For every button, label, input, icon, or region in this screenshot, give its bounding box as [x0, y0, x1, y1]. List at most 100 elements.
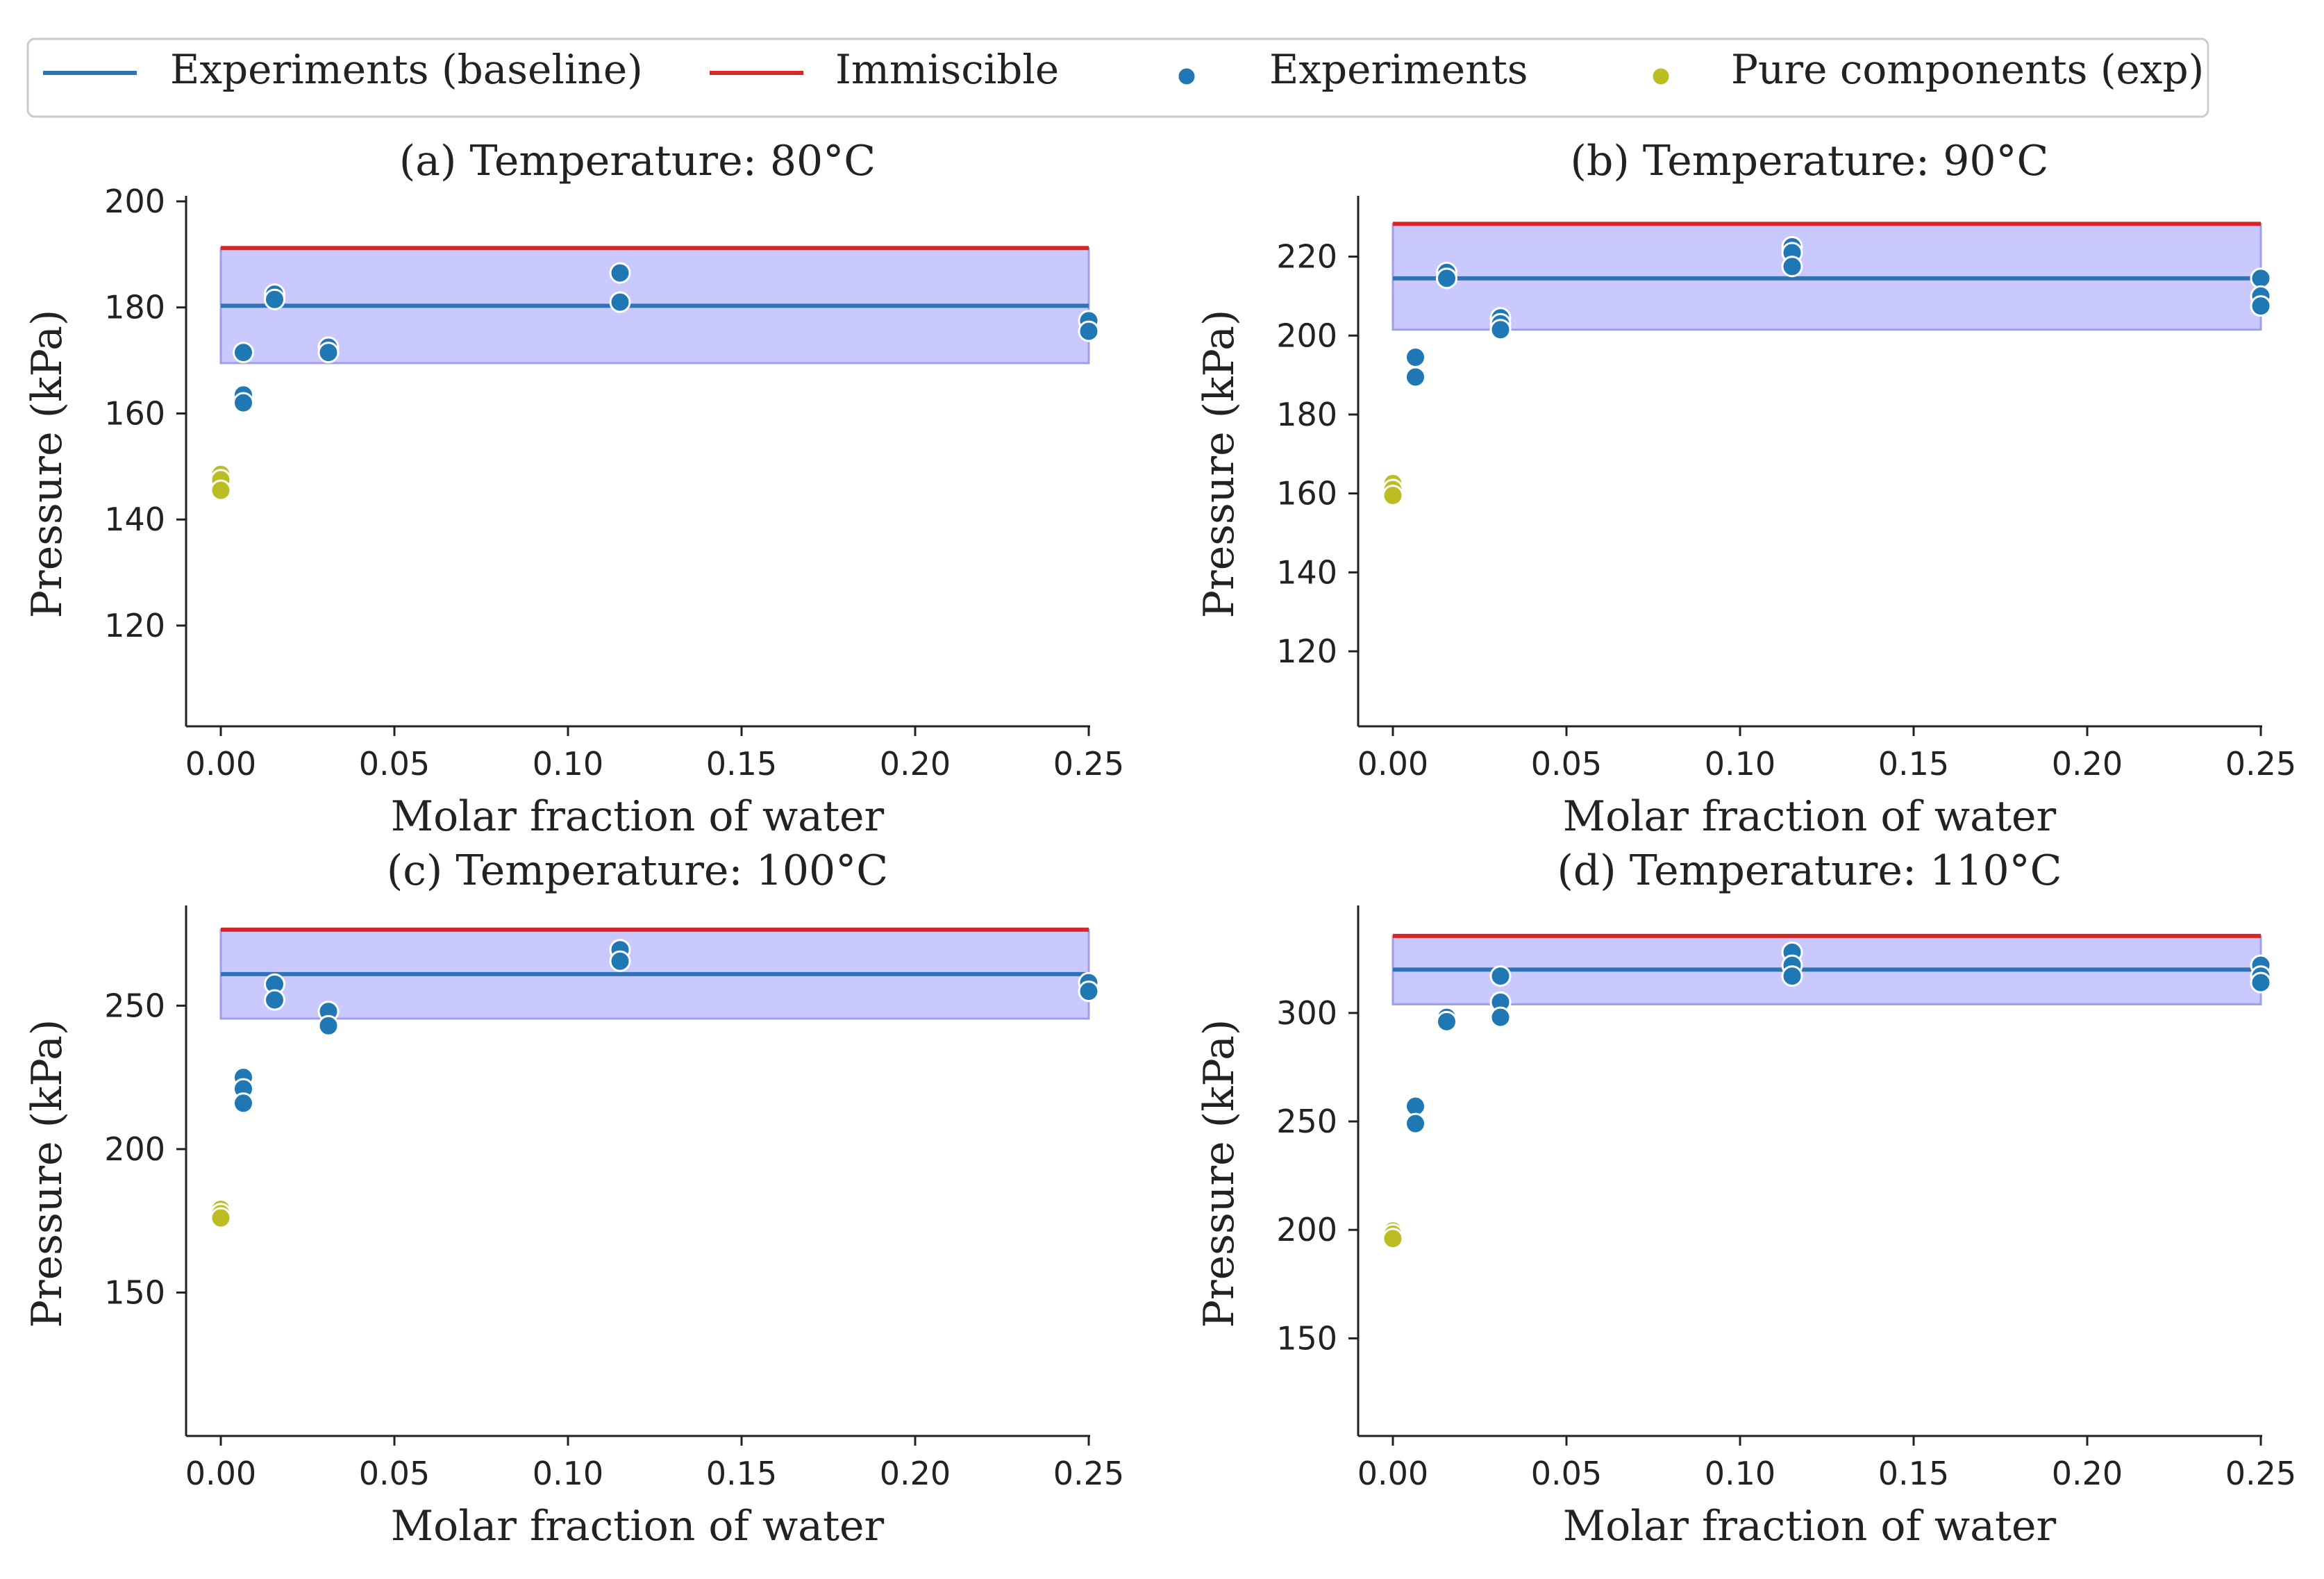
pure-component-point [210, 1207, 232, 1229]
x-tick-label: 0.05 [359, 1455, 430, 1492]
x-tick-label: 0.05 [1531, 1455, 1602, 1492]
legend-label: Experiments [1269, 46, 1528, 93]
x-tick-label: 0.00 [1357, 1455, 1428, 1492]
chart-panel: (b) Temperature: 90°C 0.00 0.05 0.10 0.15 0.2… [1195, 137, 2296, 841]
x-axis-label: Molar fraction of water [1563, 792, 2057, 841]
chart-panel: (c) Temperature: 100°C 0.00 0.05 0.10 0.15 0.… [23, 846, 1124, 1551]
experiment-point [317, 1014, 340, 1037]
x-axis-label: Molar fraction of water [391, 792, 885, 841]
chart-panel: (a) Temperature: 80°C 0.00 0.05 0.10 0.15 0.2… [23, 137, 1124, 841]
x-tick-label: 0.20 [880, 1455, 951, 1492]
legend: Experiments (baseline) Immiscible Experime… [26, 37, 2209, 118]
x-tick-label: 0.20 [880, 745, 951, 783]
y-tick-label: 160 [104, 394, 165, 432]
experiment-point [1489, 319, 1512, 341]
experiment-point [233, 1092, 254, 1114]
x-tick-label: 0.10 [533, 745, 603, 783]
x-tick-label: 0.00 [185, 745, 256, 783]
y-tick-label: 200 [1276, 317, 1337, 354]
experiment-point [1781, 256, 1803, 278]
x-tick-label: 0.25 [1053, 1455, 1124, 1492]
experiment-point [1405, 346, 1426, 369]
x-tick-label: 0.15 [706, 745, 777, 783]
experiment-point [609, 950, 631, 972]
y-tick-label: 250 [104, 987, 165, 1024]
legend-item: Immiscible [710, 46, 1059, 93]
y-tick-label: 150 [104, 1273, 165, 1311]
chart-panels: (a) Temperature: 80°C 0.00 0.05 0.10 0.15 0.2… [23, 137, 2296, 1551]
x-tick-label: 0.05 [359, 745, 430, 783]
experiment-point [1781, 965, 1803, 987]
experiment-point [1489, 1006, 1512, 1028]
y-tick-label: 120 [1276, 633, 1337, 670]
x-tick-label: 0.25 [2225, 745, 2296, 783]
experiment-point [1436, 1010, 1457, 1033]
y-tick-label: 250 [1276, 1103, 1337, 1140]
y-tick-label: 200 [104, 1130, 165, 1168]
x-tick-label: 0.15 [1878, 1455, 1949, 1492]
y-tick-label: 300 [1276, 994, 1337, 1032]
y-tick-label: 120 [104, 607, 165, 644]
x-axis-label: Molar fraction of water [391, 1502, 885, 1551]
legend-label: Pure components (exp) [1731, 46, 2204, 93]
x-tick-label: 0.10 [533, 1455, 603, 1492]
experiment-point [1405, 366, 1426, 388]
y-axis-label: Pressure (kPa) [23, 1019, 72, 1328]
y-tick-label: 160 [1276, 475, 1337, 512]
x-tick-label: 0.10 [1705, 745, 1775, 783]
experiment-point [264, 288, 285, 310]
pure-component-point [1382, 1228, 1404, 1250]
y-axis-label: Pressure (kPa) [1195, 310, 1244, 619]
experiment-point [1436, 267, 1457, 290]
chart-title: (c) Temperature: 100°C [387, 846, 888, 895]
y-tick-label: 180 [104, 289, 165, 326]
chart-title: (a) Temperature: 80°C [399, 137, 876, 185]
legend-label: Experiments (baseline) [170, 46, 643, 93]
pure-component-point [210, 479, 232, 501]
experiment-point [1489, 965, 1512, 987]
y-tick-label: 220 [1276, 238, 1337, 276]
x-tick-label: 0.05 [1531, 745, 1602, 783]
legend-item: Experiments [1176, 46, 1528, 93]
x-tick-label: 0.25 [2225, 1455, 2296, 1492]
chart-title: (d) Temperature: 110°C [1557, 846, 2062, 895]
experiment-point [1078, 980, 1100, 1003]
chart-title: (b) Temperature: 90°C [1571, 137, 2049, 185]
y-axis-label: Pressure (kPa) [23, 310, 72, 619]
y-tick-label: 150 [1276, 1319, 1337, 1357]
legend-label: Immiscible [835, 46, 1059, 93]
x-tick-label: 0.20 [2052, 1455, 2123, 1492]
experiment-point [609, 262, 631, 284]
y-tick-label: 180 [1276, 396, 1337, 433]
y-axis-label: Pressure (kPa) [1195, 1019, 1244, 1328]
legend-frame [26, 37, 2209, 118]
x-tick-label: 0.15 [706, 1455, 777, 1492]
experiment-point [233, 392, 254, 414]
legend-dot-marker [1176, 66, 1197, 87]
y-tick-label: 140 [104, 501, 165, 538]
legend-item: Experiments (baseline) [43, 46, 643, 93]
experiment-point [2250, 971, 2272, 994]
x-tick-label: 0.00 [185, 1455, 256, 1492]
experiment-point [233, 342, 254, 364]
experiment-point [264, 989, 285, 1011]
x-tick-label: 0.10 [1705, 1455, 1775, 1492]
legend-dot-marker [1650, 66, 1671, 87]
pure-component-point [1382, 484, 1404, 506]
y-tick-label: 200 [1276, 1211, 1337, 1248]
legend-item: Pure components (exp) [1650, 46, 2204, 93]
experiment-point [609, 291, 631, 313]
x-tick-label: 0.25 [1053, 745, 1124, 783]
x-tick-label: 0.00 [1357, 745, 1428, 783]
experiment-point [317, 342, 340, 364]
experiment-point [2250, 267, 2272, 290]
x-tick-label: 0.15 [1878, 745, 1949, 783]
experiment-point [2250, 295, 2272, 317]
y-tick-label: 200 [104, 183, 165, 220]
x-tick-label: 0.20 [2052, 745, 2123, 783]
y-tick-label: 140 [1276, 553, 1337, 591]
x-axis-label: Molar fraction of water [1563, 1502, 2057, 1551]
experiment-point [1078, 320, 1100, 342]
experiment-point [1405, 1112, 1426, 1135]
